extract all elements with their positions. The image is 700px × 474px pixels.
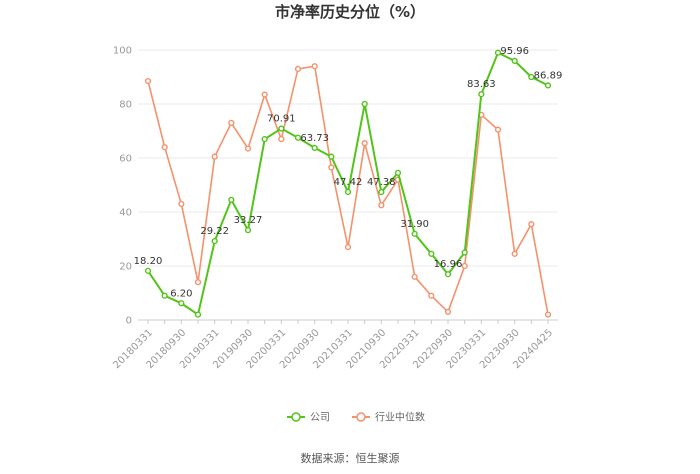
data-point (494, 49, 502, 56)
data-point (528, 73, 535, 81)
data-label: 95.96 (500, 46, 529, 57)
data-point (544, 311, 552, 318)
series-layer (144, 49, 552, 318)
data-point (261, 91, 268, 98)
data-label: 29.22 (200, 226, 229, 237)
series-0 (144, 49, 552, 318)
data-point (328, 164, 335, 171)
legend-label: 行业中位数 (375, 411, 425, 424)
data-point (378, 188, 385, 196)
data-point (411, 273, 418, 280)
data-point (511, 57, 518, 65)
y-tick-label: 0 (126, 316, 132, 327)
data-point (294, 134, 302, 141)
data-point (461, 249, 468, 256)
data-point (394, 169, 402, 176)
data-label: 16.96 (434, 259, 463, 270)
data-point (311, 63, 318, 70)
data-label: 18.20 (134, 256, 163, 267)
legend-marker (291, 412, 301, 422)
data-point (328, 153, 335, 160)
data-point (361, 140, 368, 147)
data-point (244, 145, 252, 152)
data-label: 47.38 (367, 177, 396, 188)
data-point (211, 238, 218, 245)
data-point (544, 82, 552, 89)
legend-label: 公司 (310, 413, 330, 424)
y-tick-label: 100 (113, 46, 132, 57)
legend-item-1: 行业中位数 (352, 411, 425, 424)
data-point (311, 144, 318, 152)
data-point (444, 271, 452, 278)
data-point (194, 279, 202, 286)
chart-title: 市净率历史分位（%） (275, 3, 425, 21)
data-label: 31.90 (400, 219, 429, 230)
data-point (194, 311, 202, 318)
data-point (278, 136, 285, 143)
data-label: 83.63 (467, 79, 496, 90)
data-point (211, 153, 218, 160)
data-point (361, 100, 368, 108)
data-point (494, 126, 502, 133)
data-point (478, 91, 485, 98)
data-label: 70.91 (267, 114, 296, 125)
data-point (378, 202, 385, 209)
data-point (461, 262, 468, 270)
data-point (278, 125, 285, 132)
data-point (344, 188, 352, 196)
data-label: 63.73 (300, 133, 329, 144)
y-tick-label: 60 (119, 154, 132, 165)
data-point (511, 250, 518, 257)
data-point (428, 250, 435, 257)
data-point (228, 196, 235, 203)
data-point (178, 300, 185, 307)
y-tick-label: 20 (119, 262, 132, 273)
data-point (144, 77, 152, 85)
data-point (528, 221, 535, 228)
data-label: 86.89 (534, 70, 563, 81)
data-point (161, 292, 168, 299)
y-tick-label: 40 (119, 208, 132, 219)
data-point (444, 308, 452, 316)
data-point (411, 230, 418, 237)
y-axis: 0 20 40 60 80 100 (113, 46, 132, 327)
source-note: 数据来源：恒生聚源 (301, 451, 400, 465)
x-axis: 2018033120180930201903312019093020200331… (111, 319, 558, 371)
data-point (178, 200, 185, 208)
legend: 公司 行业中位数 (287, 411, 425, 424)
y-tick-label: 80 (119, 100, 132, 111)
data-point (144, 267, 152, 274)
data-label: 47.42 (334, 177, 363, 188)
data-point (344, 244, 352, 251)
data-label: 6.20 (170, 288, 192, 299)
data-labels: 18.20 6.20 29.22 33.27 70.91 63.73 47.42 47.38 3… (134, 46, 563, 299)
data-label: 33.27 (234, 215, 263, 226)
data-point (428, 292, 435, 299)
data-point (161, 144, 168, 151)
data-point (244, 227, 252, 234)
legend-item-0: 公司 (287, 412, 330, 424)
data-point (228, 119, 235, 127)
legend-marker (356, 412, 366, 422)
data-point (294, 65, 302, 73)
data-point (261, 136, 268, 143)
